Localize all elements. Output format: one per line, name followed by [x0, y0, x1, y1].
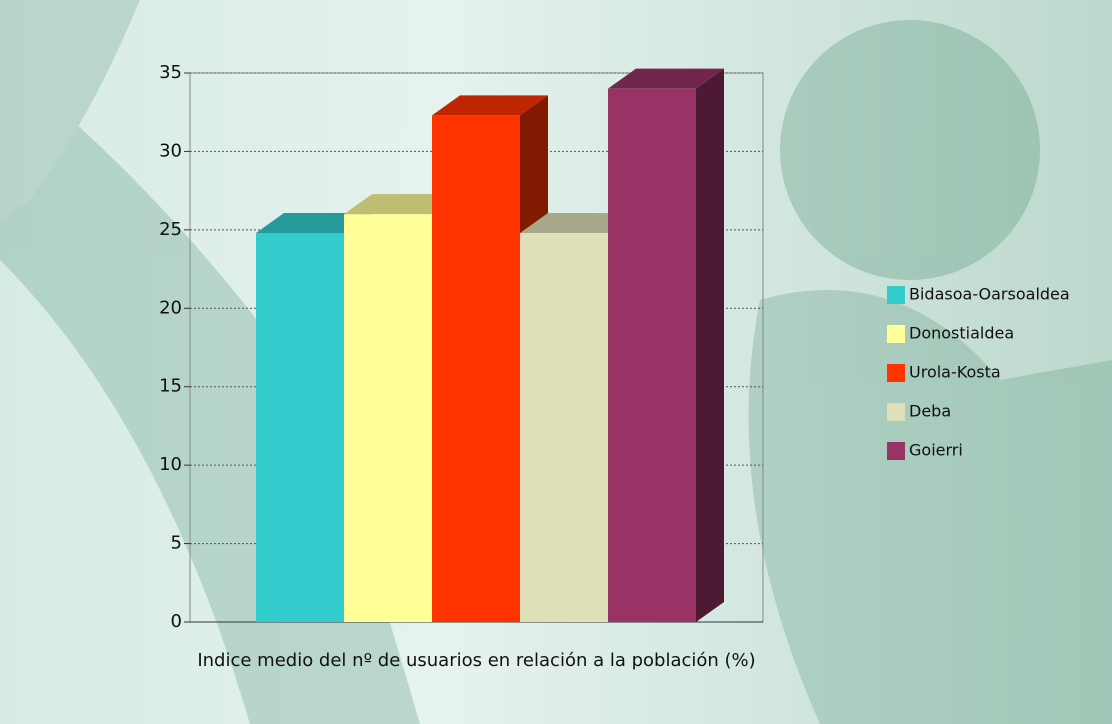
y-tick-label: 35 [159, 62, 182, 83]
y-tick-label: 30 [159, 140, 182, 161]
x-axis-label: Indice medio del nº de usuarios en relac… [190, 646, 763, 676]
legend-label: Donostialdea [909, 324, 1014, 343]
bar [608, 89, 696, 622]
chart: 0 5 10 15 20 25 30 35 Bidasoa-Oarsoaldea Donosti… [0, 0, 1112, 724]
bar-side [696, 69, 724, 622]
y-tick-label: 0 [171, 611, 182, 632]
y-tick-label: 15 [159, 376, 182, 397]
legend-label: Urola-Kosta [909, 363, 1001, 382]
legend-swatch [887, 442, 905, 460]
y-tick-label: 25 [159, 219, 182, 240]
y-tick-label: 10 [159, 454, 182, 475]
bar [344, 214, 432, 622]
y-tick-label: 20 [159, 297, 182, 318]
legend-label: Deba [909, 402, 951, 421]
y-tick-label: 5 [171, 533, 182, 554]
legend-label: Goierri [909, 441, 963, 460]
page: 0 5 10 15 20 25 30 35 Bidasoa-Oarsoaldea Donosti… [0, 0, 1112, 724]
bar [256, 233, 344, 622]
legend-swatch [887, 286, 905, 304]
legend-swatch [887, 403, 905, 421]
legend-swatch [887, 325, 905, 343]
bar [520, 233, 608, 622]
legend-swatch [887, 364, 905, 382]
legend-label: Bidasoa-Oarsoaldea [909, 285, 1070, 304]
bar [432, 115, 520, 622]
